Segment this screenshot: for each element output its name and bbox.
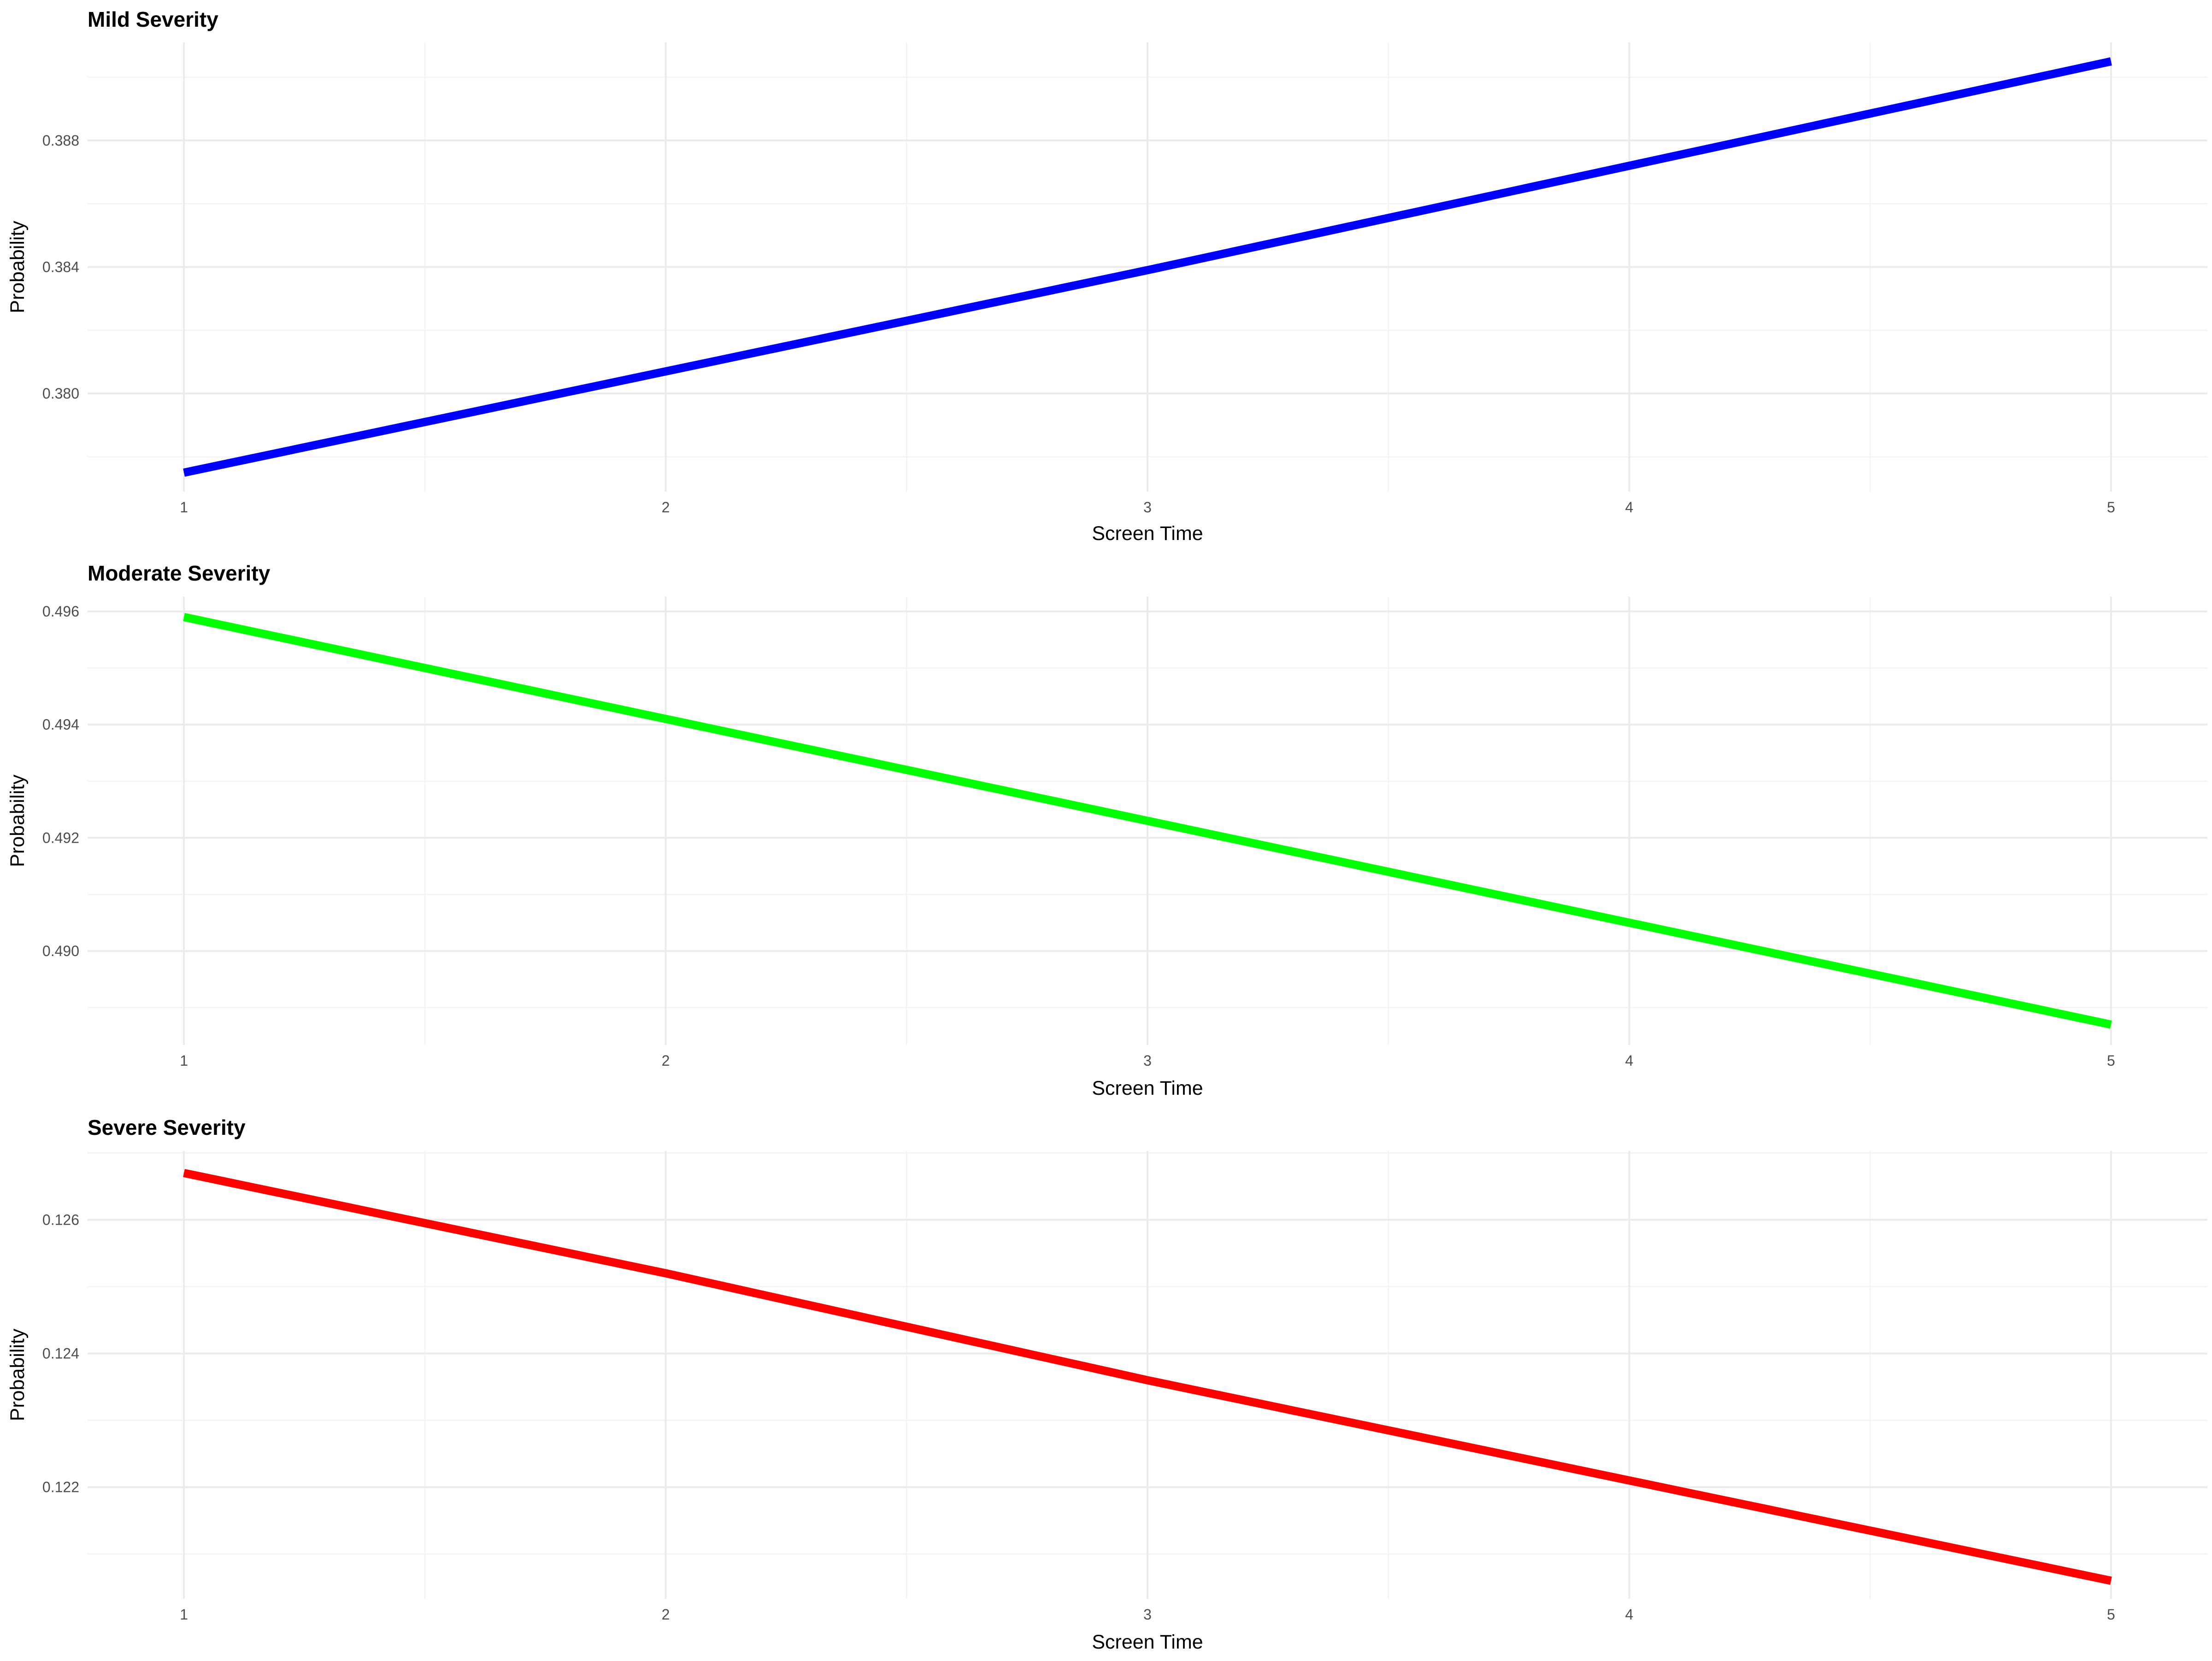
x-tick-label: 4 <box>1625 499 1634 516</box>
x-tick-label: 5 <box>2107 1606 2115 1623</box>
panel-1: 1 2 3 4 5 0.380 0.384 0.388 Mild Severity Screen … <box>6 7 2207 545</box>
x-tick-label: 1 <box>180 499 188 516</box>
x-axis-label: Screen Time <box>1092 522 1203 545</box>
x-tick-label: 4 <box>1625 1052 1634 1069</box>
y-tick-label: 0.380 <box>42 385 79 402</box>
y-axis-label: Probability <box>6 1328 29 1421</box>
panel-2: 1 2 3 4 5 0.490 0.492 0.494 0.496 Moderate Severi… <box>6 561 2207 1099</box>
x-tick-label: 2 <box>662 1606 670 1623</box>
y-tick-label: 0.490 <box>42 943 79 959</box>
y-tick-label: 0.126 <box>42 1211 79 1228</box>
x-tick-label: 1 <box>180 1606 188 1623</box>
data-point <box>665 371 666 372</box>
y-tick-label: 0.496 <box>42 603 79 620</box>
x-tick-label: 3 <box>1143 1606 1152 1623</box>
panel-3: 1 2 3 4 5 0.122 0.124 0.126 Severe Severity Scree… <box>6 1115 2207 1653</box>
data-point <box>1629 922 1630 923</box>
x-tick-label: 1 <box>180 1052 188 1069</box>
data-point <box>1629 1480 1630 1481</box>
y-axis-label: Probability <box>6 221 29 313</box>
x-axis-label: Screen Time <box>1092 1077 1203 1099</box>
y-tick-label: 0.388 <box>42 132 79 149</box>
y-axis-label: Probability <box>6 775 29 867</box>
y-tick-label: 0.124 <box>42 1345 79 1362</box>
x-axis-label: Screen Time <box>1092 1631 1203 1653</box>
panel-title: Mild Severity <box>88 7 218 31</box>
y-tick-label: 0.494 <box>42 716 79 733</box>
x-tick-label: 2 <box>662 1052 670 1069</box>
x-tick-label: 4 <box>1625 1606 1634 1623</box>
y-tick-label: 0.384 <box>42 259 79 276</box>
data-point <box>665 1273 666 1274</box>
data-point <box>1629 165 1630 166</box>
panel-title: Severe Severity <box>88 1115 246 1139</box>
x-tick-label: 5 <box>2107 499 2115 516</box>
panel-title: Moderate Severity <box>88 561 271 585</box>
x-tick-label: 3 <box>1143 499 1152 516</box>
x-tick-label: 2 <box>662 499 670 516</box>
x-tick-label: 3 <box>1143 1052 1152 1069</box>
y-tick-label: 0.492 <box>42 829 79 846</box>
x-tick-label: 5 <box>2107 1052 2115 1069</box>
y-tick-label: 0.122 <box>42 1479 79 1496</box>
